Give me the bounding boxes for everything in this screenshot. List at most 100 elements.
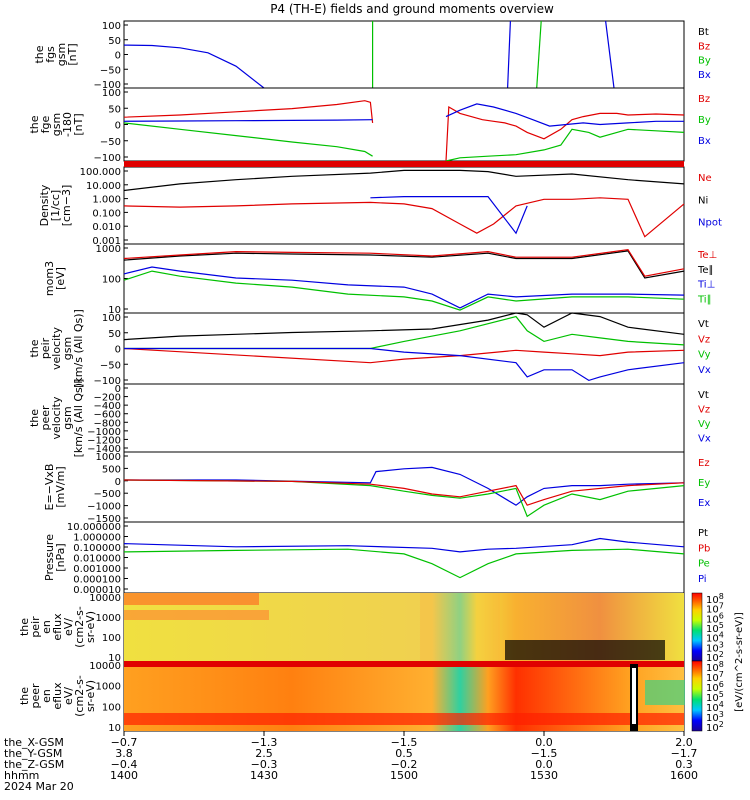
legend-entry: Vz: [698, 334, 710, 345]
y-tick-label: 0: [115, 121, 121, 132]
y-tick-label: 0.010000: [73, 554, 121, 565]
colorbar-peer: [691, 660, 703, 732]
y-tick-label: 10.000: [86, 181, 121, 192]
series-line-Bx2: [445, 103, 684, 127]
y-axis-label: eflux: [51, 613, 64, 641]
y-axis-label: [km/s (All Qs)]: [72, 379, 85, 458]
y-tick-label: 0: [115, 345, 121, 356]
y-axis-label: (cm2-s-: [73, 675, 86, 717]
series-line-Bx3: [605, 20, 615, 89]
peir-spectrogram: [124, 593, 684, 661]
legend-entry: Ne: [698, 173, 712, 184]
y-axis-label: gsm: [61, 406, 74, 429]
series-line-Npot: [370, 196, 528, 235]
y-axis-label: the: [28, 115, 41, 133]
y-axis-label: gsm: [55, 43, 68, 66]
x-tick-label: −0.4: [111, 758, 138, 771]
series-line-Bx2: [507, 20, 511, 89]
y-axis-label: Density: [38, 184, 51, 226]
y-axis-label: [km/s (All Qs)]: [72, 309, 85, 388]
series-line-Pi: [123, 537, 685, 553]
y-tick-label: 10.000000: [67, 522, 121, 533]
figure-title: P4 (TH-E) fields and ground moments over…: [270, 2, 554, 16]
y-tick-label: 100.000: [80, 167, 121, 178]
series-line-Bx: [123, 44, 265, 89]
y-tick-label: 100: [102, 21, 121, 32]
y-axis-label: velocity: [50, 396, 63, 439]
y-axis-label: mom3: [43, 261, 56, 296]
legend-entry: Ni: [698, 195, 708, 206]
y-axis-label: eV/: [62, 618, 75, 636]
y-axis-label: peer: [39, 405, 52, 431]
y-tick-label: −800: [94, 418, 121, 429]
series-line-Bz: [123, 100, 374, 123]
legend-entry: Vt: [698, 390, 709, 401]
y-tick-label: 1000: [96, 682, 121, 693]
y-axis-label: (cm2-s-: [73, 606, 86, 648]
y-tick-label: −500: [94, 489, 121, 500]
series-line-Te⊥: [123, 249, 685, 277]
y-tick-label: −50: [100, 137, 121, 148]
y-axis-label: the: [28, 409, 41, 427]
y-tick-label: 100: [102, 702, 121, 713]
x-tick-label: 0.5: [395, 747, 413, 760]
series-line-Ti∥: [123, 270, 685, 311]
y-axis-label: the: [18, 618, 31, 636]
legend-entry: Te∥: [697, 265, 714, 276]
legend-entry: Te⊥: [697, 250, 717, 261]
series-line-Ne: [123, 197, 685, 238]
legend-entry: Pt: [698, 528, 708, 539]
y-tick-label: −200: [94, 393, 121, 404]
x-axis-row-label: hhmm: [4, 769, 39, 782]
y-tick-label: 0: [115, 477, 121, 488]
y-axis-label: -180: [61, 112, 74, 137]
y-tick-label: −1000: [87, 502, 121, 513]
y-axis-label: peer: [29, 683, 42, 709]
panel-density: 100.000 10.000 1.000 0.100 0.010 0.001 Density…: [38, 166, 722, 247]
y-tick-label: 50: [108, 36, 121, 47]
legend-entry: Npot: [698, 218, 722, 229]
y-tick-label: 100: [102, 313, 121, 324]
y-tick-label: 100: [102, 633, 121, 644]
colorbar-tick-label: 102: [706, 720, 724, 734]
y-axis-label: [nPa]: [54, 543, 67, 571]
x-tick-label: 0.0: [535, 736, 553, 749]
legend-entry: Pe: [698, 559, 710, 570]
y-tick-label: −100: [94, 80, 121, 91]
legend-entry: Bt: [698, 27, 709, 38]
y-tick-label: 0.100: [92, 208, 121, 219]
y-axis-label: gsm: [61, 337, 74, 360]
legend-entry: Vx: [698, 365, 711, 376]
y-axis-label: the: [28, 339, 41, 357]
x-tick-label: −0.7: [111, 736, 138, 749]
y-axis-label: en: [40, 620, 53, 634]
x-axis-row-label: the_Y-GSM: [4, 747, 62, 760]
x-tick-label: 2.5: [255, 747, 273, 760]
legend-entry: Ti⊥: [697, 280, 715, 291]
legend-entry: Pi: [698, 574, 707, 585]
series-line-Bz2: [445, 105, 685, 162]
series-line-Pe: [123, 548, 685, 579]
y-tick-label: −100: [94, 153, 121, 164]
y-tick-label: 0.010: [92, 222, 121, 233]
legend-entry: By: [698, 56, 711, 67]
y-axis-label: the: [18, 687, 31, 705]
y-tick-label: −1500: [87, 514, 121, 525]
legend-entry: Pb: [698, 543, 710, 554]
x-tick-label: 1500: [390, 769, 418, 782]
y-tick-label: 10: [108, 305, 121, 316]
y-axis-label: sr-eV): [84, 611, 97, 643]
y-tick-label: 1.000000: [73, 533, 121, 544]
y-axis-label: [nT]: [72, 113, 85, 135]
x-tick-label: 0.0: [535, 758, 553, 771]
y-tick-label: −400: [94, 401, 121, 412]
x-tick-label: −0.2: [391, 758, 418, 771]
legend-entry: Bx: [698, 136, 711, 147]
legend-entry: Ex: [698, 498, 710, 509]
y-tick-label: 1000: [96, 452, 121, 463]
y-axis-label: eV/: [62, 687, 75, 705]
peer-spectrogram: [124, 661, 685, 731]
